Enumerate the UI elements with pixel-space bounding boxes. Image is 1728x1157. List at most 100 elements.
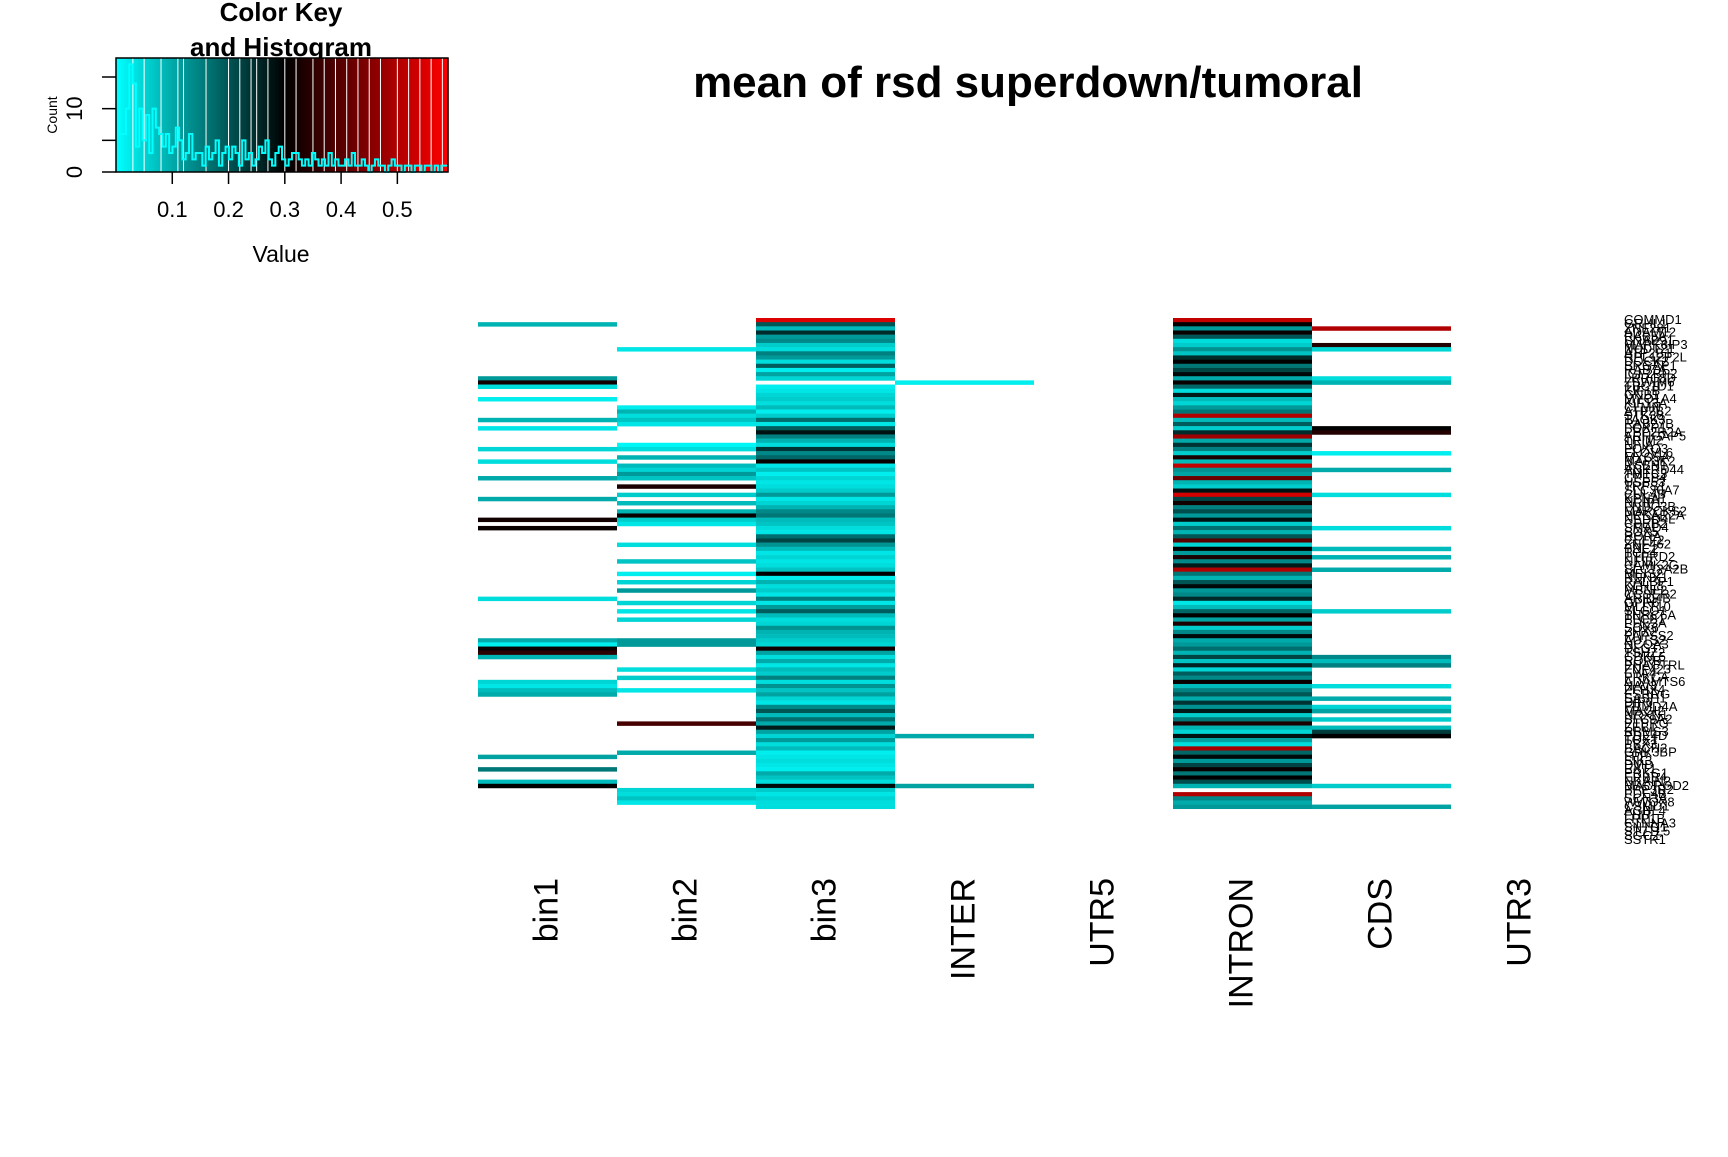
row-label: SIK3 xyxy=(1624,753,1652,768)
heatmap-cell xyxy=(756,322,895,327)
row-label: TAOK3 xyxy=(1624,412,1666,427)
heatmap-cell xyxy=(478,783,617,789)
heatmap-cell xyxy=(756,571,895,577)
row-label: CELF2 xyxy=(1624,532,1664,547)
heatmap-cell xyxy=(1173,738,1312,743)
color-key-swatch xyxy=(223,58,228,172)
heatmap-cell xyxy=(1312,704,1451,710)
heatmap-cell xyxy=(756,621,895,627)
color-key-swatch xyxy=(290,58,294,172)
heatmap-cell xyxy=(1173,750,1312,755)
row-label: PDE4D xyxy=(1624,728,1667,743)
heatmap-cell xyxy=(756,700,895,706)
row-label: DOCK2 xyxy=(1624,354,1669,369)
heatmap-cell xyxy=(1173,555,1312,560)
heatmap-cell xyxy=(756,642,895,647)
row-label: LRP1B xyxy=(1624,811,1665,826)
row-label: MAPK8IP3 xyxy=(1624,337,1688,352)
heatmap-cell xyxy=(1173,405,1312,410)
row-label: TSHZ2 xyxy=(1624,645,1665,660)
color-key-swatch xyxy=(284,58,289,172)
row-label: CTNNA3 xyxy=(1624,815,1676,830)
color-key-swatch xyxy=(306,58,311,172)
color-key-swatch xyxy=(229,58,233,172)
color-key-swatch xyxy=(301,58,305,172)
heatmap-cell xyxy=(478,692,617,697)
heatmap-cell xyxy=(756,546,895,552)
heatmap-cell xyxy=(1312,546,1451,552)
heatmap-cell xyxy=(478,525,617,531)
heatmap-cell xyxy=(756,588,895,593)
heatmap-cell xyxy=(1173,679,1312,685)
row-label: SLCO1 xyxy=(1624,603,1667,618)
heatmap-cell xyxy=(1312,729,1451,735)
row-label: CCSER2 xyxy=(1624,587,1677,602)
heatmap-cell xyxy=(756,476,895,481)
heatmap-cell xyxy=(1173,571,1312,577)
heatmap-cell xyxy=(1173,417,1312,423)
heatmap-cell xyxy=(1173,746,1312,751)
heatmap-cell xyxy=(617,559,756,564)
heatmap-cell xyxy=(478,638,617,643)
heatmap-cell xyxy=(617,600,756,606)
heatmap-cell xyxy=(1173,455,1312,460)
color-key-swatch xyxy=(276,58,280,172)
column-labels: bin1 bin2 bin3 INTER UTR5 INTRON CDS UTR3 xyxy=(528,878,1539,1008)
heatmap-cell xyxy=(756,625,895,631)
heatmap-cell xyxy=(756,725,895,731)
color-key-swatch xyxy=(185,58,189,172)
row-label: PBX3 xyxy=(1624,736,1657,751)
heatmap-cell xyxy=(1173,338,1312,344)
color-key-swatch xyxy=(210,58,214,172)
heatmap-cell xyxy=(617,800,756,805)
heatmap-cell xyxy=(756,372,895,377)
heatmap-cell xyxy=(756,401,895,406)
heatmap-cell xyxy=(756,592,895,597)
heatmap-cell xyxy=(1173,467,1312,473)
row-label: MAGI2 xyxy=(1624,703,1664,718)
heatmap-cell xyxy=(756,392,895,398)
heatmap-cell xyxy=(617,638,756,643)
row-label: PDE3A xyxy=(1624,616,1667,631)
heatmap-cell xyxy=(756,376,895,381)
color-key-swatch xyxy=(320,58,325,172)
row-label: RORB xyxy=(1624,653,1662,668)
row-label: GRHL1 xyxy=(1624,316,1667,331)
color-key-swatch xyxy=(340,58,344,172)
heatmap-cell xyxy=(756,671,895,676)
color-key-swatch xyxy=(157,58,161,172)
color-key-breaks xyxy=(115,58,449,172)
heatmap-cell xyxy=(617,588,756,593)
heatmap-cell xyxy=(756,563,895,568)
color-key-swatch xyxy=(287,58,291,172)
heatmap-cell xyxy=(756,517,895,523)
color-key-swatch xyxy=(257,58,261,172)
row-label: GNB1 xyxy=(1624,387,1659,402)
color-key-swatch xyxy=(234,58,239,172)
heatmap-cell xyxy=(1173,559,1312,564)
color-key-swatch xyxy=(439,58,444,172)
heatmap-cell xyxy=(1173,500,1312,506)
heatmap-cell xyxy=(756,330,895,335)
heatmap-cell xyxy=(617,471,756,477)
heatmap-cell xyxy=(756,405,895,410)
heatmap-cell xyxy=(1312,654,1451,660)
heatmap-cell xyxy=(756,384,895,389)
row-label: DMD xyxy=(1624,757,1654,772)
heatmap-cell xyxy=(756,746,895,751)
heatmap-cell xyxy=(617,609,756,614)
row-label: PRKCA xyxy=(1624,670,1669,685)
color-key-swatch xyxy=(207,58,211,172)
heatmap-cell xyxy=(1173,725,1312,731)
heatmap-cell xyxy=(1312,696,1451,701)
heatmap-cell xyxy=(617,521,756,527)
heatmap-cell xyxy=(1173,688,1312,693)
row-label: SOX5 xyxy=(1624,524,1659,539)
heatmap-cell xyxy=(1173,708,1312,714)
heatmap-cell xyxy=(1173,659,1312,664)
color-key-swatch xyxy=(218,58,222,172)
color-key-swatch xyxy=(171,58,175,172)
heatmap-cell xyxy=(756,492,895,498)
heatmap-cell xyxy=(478,679,617,685)
heatmap-cell xyxy=(1312,567,1451,572)
